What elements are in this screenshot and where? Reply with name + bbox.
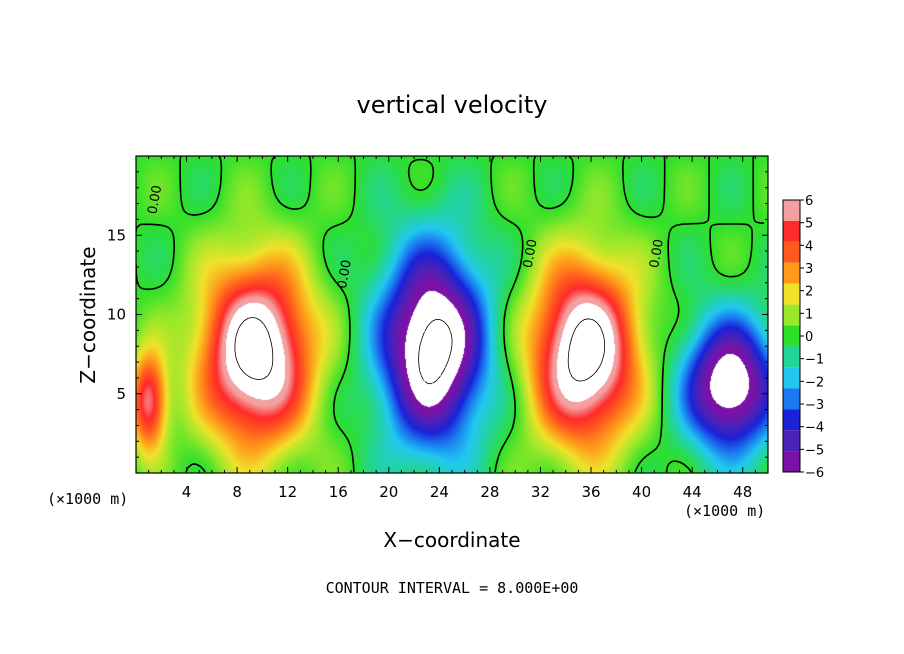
x-unit-left: (×1000 m) (47, 490, 128, 508)
negative-contour (418, 319, 453, 385)
chart-title: vertical velocity (357, 91, 548, 119)
y-axis: 5 10 15 (107, 171, 768, 458)
y-tick-label: 10 (107, 306, 126, 324)
colorbar: 6 5 4 3 2 1 0 −1 −2 −3 −4 −5 −6 (782, 194, 824, 481)
colorbar-swatch (783, 304, 800, 326)
colorbar-swatch (783, 346, 800, 368)
contour-interval-note: CONTOUR INTERVAL = 8.000E+00 (326, 579, 579, 597)
colorbar-label: −5 (805, 443, 824, 458)
x-unit-right: (×1000 m) (684, 502, 765, 520)
x-tick-label: 24 (430, 483, 449, 501)
colorbar-swatch (783, 367, 800, 389)
x-tick-label: 44 (683, 483, 702, 501)
colorbar-label: 4 (805, 239, 813, 254)
x-tick-label: 48 (733, 483, 752, 501)
y-tick-label: 15 (107, 226, 126, 244)
colorbar-label: 2 (805, 285, 813, 300)
x-axis-label: X−coordinate (383, 528, 520, 552)
colorbar-swatch (783, 283, 800, 305)
colorbar-swatch (783, 430, 800, 452)
colorbar-label: 0 (805, 330, 813, 345)
plot-frame (135, 155, 769, 474)
positive-contour (234, 317, 605, 382)
colorbar-swatch (783, 388, 800, 410)
colorbar-swatch (783, 241, 800, 263)
colorbar-swatch (783, 409, 800, 431)
colorbar-label: −2 (805, 375, 824, 390)
contour-label: 0.00 (647, 238, 667, 269)
colorbar-swatch (783, 451, 800, 472)
x-tick-label: 28 (480, 483, 499, 501)
x-tick-label: 4 (182, 483, 192, 501)
contour-label: 0.00 (521, 238, 541, 269)
colorbar-swatch (783, 262, 800, 284)
y-tick-label: 5 (116, 385, 126, 403)
colorbar-label: −4 (805, 421, 824, 436)
colorbar-label: 6 (805, 194, 813, 209)
heatmap-field (136, 156, 768, 473)
zero-contour (136, 156, 765, 473)
x-tick-label: 16 (329, 483, 348, 501)
colorbar-label: −1 (805, 353, 824, 368)
x-tick-label: 40 (632, 483, 651, 501)
plot-area: 0.00 0.00 0.00 0.00 (135, 155, 769, 474)
x-tick-label: 36 (581, 483, 600, 501)
colorbar-label: −3 (805, 398, 824, 413)
colorbar-label: −6 (805, 466, 824, 481)
contour-lines: 0.00 0.00 0.00 0.00 (136, 156, 765, 473)
contour-label: 0.00 (145, 184, 165, 215)
colorbar-swatch (783, 325, 800, 347)
x-tick-label: 8 (232, 483, 242, 501)
contour-label: 0.00 (335, 259, 355, 290)
x-axis: 4 8 12 16 20 24 28 32 36 40 44 48 (148, 156, 756, 501)
colorbar-swatch (783, 200, 800, 221)
colorbar-label: 5 (805, 217, 813, 232)
y-axis-label: Z−coordinate (76, 246, 100, 383)
x-tick-label: 12 (278, 483, 297, 501)
x-tick-label: 32 (531, 483, 550, 501)
x-tick-label: 20 (379, 483, 398, 501)
colorbar-label: 3 (805, 262, 813, 277)
colorbar-label: 1 (805, 307, 813, 322)
colorbar-swatch (783, 220, 800, 242)
